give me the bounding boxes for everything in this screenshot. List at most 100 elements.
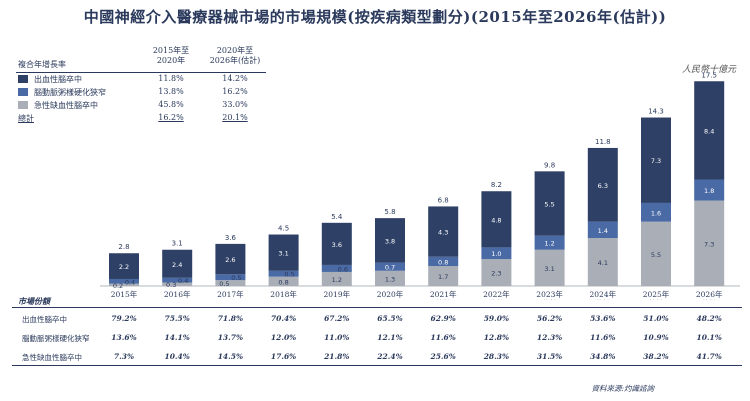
x-tick-label: 2026年(估計) bbox=[696, 289, 723, 300]
legend-label-stenosis: 腦動脈粥樣硬化狹窄 bbox=[34, 88, 106, 97]
bar-segment bbox=[375, 218, 405, 263]
bar-segment-label: 1.7 bbox=[438, 273, 448, 281]
bar-segment-label: 1.4 bbox=[598, 227, 608, 235]
cagr-row-total: 總計 16.2% 20.1% bbox=[16, 112, 266, 125]
bar-segment-label: 2.4 bbox=[172, 261, 182, 269]
market-share-cell: 28.3% bbox=[483, 352, 510, 361]
market-share-cell: 65.5% bbox=[377, 314, 403, 323]
cagr-value: 13.8% bbox=[158, 87, 184, 96]
bar-segment-label: 0.5 bbox=[219, 280, 229, 288]
market-share-row: 急性缺血性腦卒中 7.3% 10.4% 14.5% 17.6% 21.8% 22.4% 25.… bbox=[12, 346, 742, 365]
legend-swatch-stenosis bbox=[18, 88, 28, 96]
market-share-cell: 56.2% bbox=[536, 314, 563, 323]
market-share-cell: 14.5% bbox=[217, 352, 244, 361]
bar-segment bbox=[162, 277, 193, 283]
market-share-cell: 12.1% bbox=[377, 333, 403, 342]
market-share-cell: 12.0% bbox=[270, 333, 297, 342]
bar-segment bbox=[694, 179, 725, 201]
market-share-cell: 11.0% bbox=[324, 333, 350, 342]
chart-title: 中國神經介入醫療器械市場的市場規模(按疾病類型劃分)(2015年至2026年(估… bbox=[83, 8, 667, 26]
bar-segment-label: 0.6 bbox=[338, 265, 348, 273]
x-tick-label: 2024年(估計) bbox=[590, 289, 617, 300]
stacked-bar-chart: 0.2 0.42.22.82015年0.30.42.43.12016年0.50.5… bbox=[100, 71, 740, 300]
x-tick-label: 2020年 bbox=[377, 289, 404, 299]
market-share-table: 出血性腦卒中 79.2% 75.5% 71.8% 70.4% 67.2% 65.5% 62.9… bbox=[12, 307, 742, 366]
market-share-cell: 59.0% bbox=[483, 314, 510, 323]
bar-segment bbox=[428, 256, 459, 267]
cagr-divider bbox=[16, 72, 266, 73]
bar-segment-label: 1.2 bbox=[332, 276, 342, 284]
market-share-cell: 10.1% bbox=[696, 333, 722, 342]
bar-segment bbox=[375, 262, 405, 271]
market-share-cell: 79.2% bbox=[111, 314, 137, 323]
x-tick-label: 2017年 bbox=[217, 289, 244, 299]
bar-segment bbox=[109, 278, 139, 284]
bar-segment-label: 4.1 bbox=[598, 259, 608, 267]
bar-segment-label: 1.3 bbox=[385, 275, 395, 283]
bar-segment bbox=[587, 147, 618, 222]
cagr-value: 20.1% bbox=[222, 113, 248, 122]
bar-segment-label: 8.4 bbox=[704, 127, 714, 135]
bar-segment-label: 0.4 bbox=[125, 278, 135, 286]
market-share-cell: 22.4% bbox=[377, 352, 403, 361]
market-share-cell: 11.6% bbox=[590, 333, 616, 342]
cagr-row-stenosis: 腦動脈粥樣硬化狹窄 13.8% 16.2% bbox=[16, 86, 266, 99]
x-tick-label: 2016年 bbox=[164, 289, 191, 299]
market-share-cell: 67.2% bbox=[324, 314, 350, 323]
market-share-cell: 10.9% bbox=[643, 333, 669, 342]
bar-total-label: 8.2 bbox=[491, 181, 502, 189]
cagr-value: 16.2% bbox=[158, 113, 184, 122]
bar-segment-label: 0.8 bbox=[278, 278, 288, 286]
unit-label: 人民幣十億元 bbox=[681, 65, 736, 75]
bar-segment-label: 2.6 bbox=[225, 256, 235, 264]
bar-segment bbox=[641, 117, 671, 203]
bar-segment bbox=[534, 235, 565, 250]
bar-segment-label: 3.6 bbox=[332, 241, 342, 249]
cagr-value: 33.0% bbox=[222, 100, 248, 109]
market-share-row-label: 出血性腦卒中 bbox=[22, 315, 67, 324]
cagr-col1-header: 2015年至 2020年 bbox=[136, 46, 206, 66]
bar-total-label: 3.6 bbox=[225, 234, 237, 242]
market-share-cell: 12.8% bbox=[483, 333, 510, 342]
bar-segment-label: 0.5 bbox=[284, 271, 294, 279]
market-share-cell: 70.4% bbox=[270, 314, 297, 323]
bar-segment bbox=[694, 81, 725, 180]
cagr-col1-header-line2: 2020年 bbox=[156, 56, 186, 65]
legend-label-ischemic: 急性缺血性腦卒中 bbox=[34, 101, 98, 110]
bar-segment bbox=[268, 276, 299, 286]
market-share-cell: 31.5% bbox=[536, 352, 563, 361]
bar-total-label: 2.8 bbox=[118, 243, 129, 251]
market-share-cell: 53.6% bbox=[590, 314, 616, 323]
market-share-cell: 10.4% bbox=[164, 352, 190, 361]
bar-segment bbox=[481, 191, 512, 248]
bar-total-label: 5.8 bbox=[384, 208, 395, 216]
x-tick-label: 2025年(估計) bbox=[643, 289, 670, 300]
bar-total-label: 4.5 bbox=[278, 225, 289, 233]
market-share-cell: 14.1% bbox=[164, 333, 190, 342]
market-share-row: 出血性腦卒中 79.2% 75.5% 71.8% 70.4% 67.2% 65.5% 62.9… bbox=[12, 308, 742, 327]
bar-segment-label: 0.3 bbox=[166, 281, 176, 289]
cagr-row-hemorrhagic: 出血性腦卒中 11.8% 14.2% bbox=[16, 73, 266, 86]
bar-segment bbox=[694, 200, 725, 286]
bar-segment bbox=[534, 171, 565, 236]
bar-segment-label: 2.2 bbox=[119, 263, 129, 271]
bar-segment-label: 1.0 bbox=[491, 250, 501, 258]
bar-segment bbox=[481, 247, 512, 260]
bar-total-label: 17.5 bbox=[701, 71, 717, 79]
cagr-table: 複合年增長率 2015年至 2020年 2020年至 2026年(估計) 出血性… bbox=[16, 46, 266, 125]
bar-segment-label: 4.3 bbox=[438, 229, 448, 237]
bar-segment bbox=[641, 221, 671, 286]
market-share-cell: 21.8% bbox=[324, 352, 350, 361]
bar-segment-label: 3.1 bbox=[544, 265, 554, 273]
x-tick-label: 2022年(估計) bbox=[483, 289, 510, 300]
bar-segment bbox=[109, 283, 139, 286]
market-share-cell: 11.6% bbox=[430, 333, 456, 342]
bar-segment bbox=[215, 280, 246, 286]
bar-segment-label: 4.8 bbox=[491, 216, 501, 224]
market-share-cell: 12.3% bbox=[536, 333, 563, 342]
bar-segment bbox=[587, 221, 618, 239]
x-tick-label: 2015年 bbox=[111, 289, 138, 299]
bar-segment bbox=[321, 271, 352, 286]
bar-segment-label: 1.6 bbox=[651, 209, 661, 217]
bar-segment-label: 5.5 bbox=[651, 251, 661, 259]
